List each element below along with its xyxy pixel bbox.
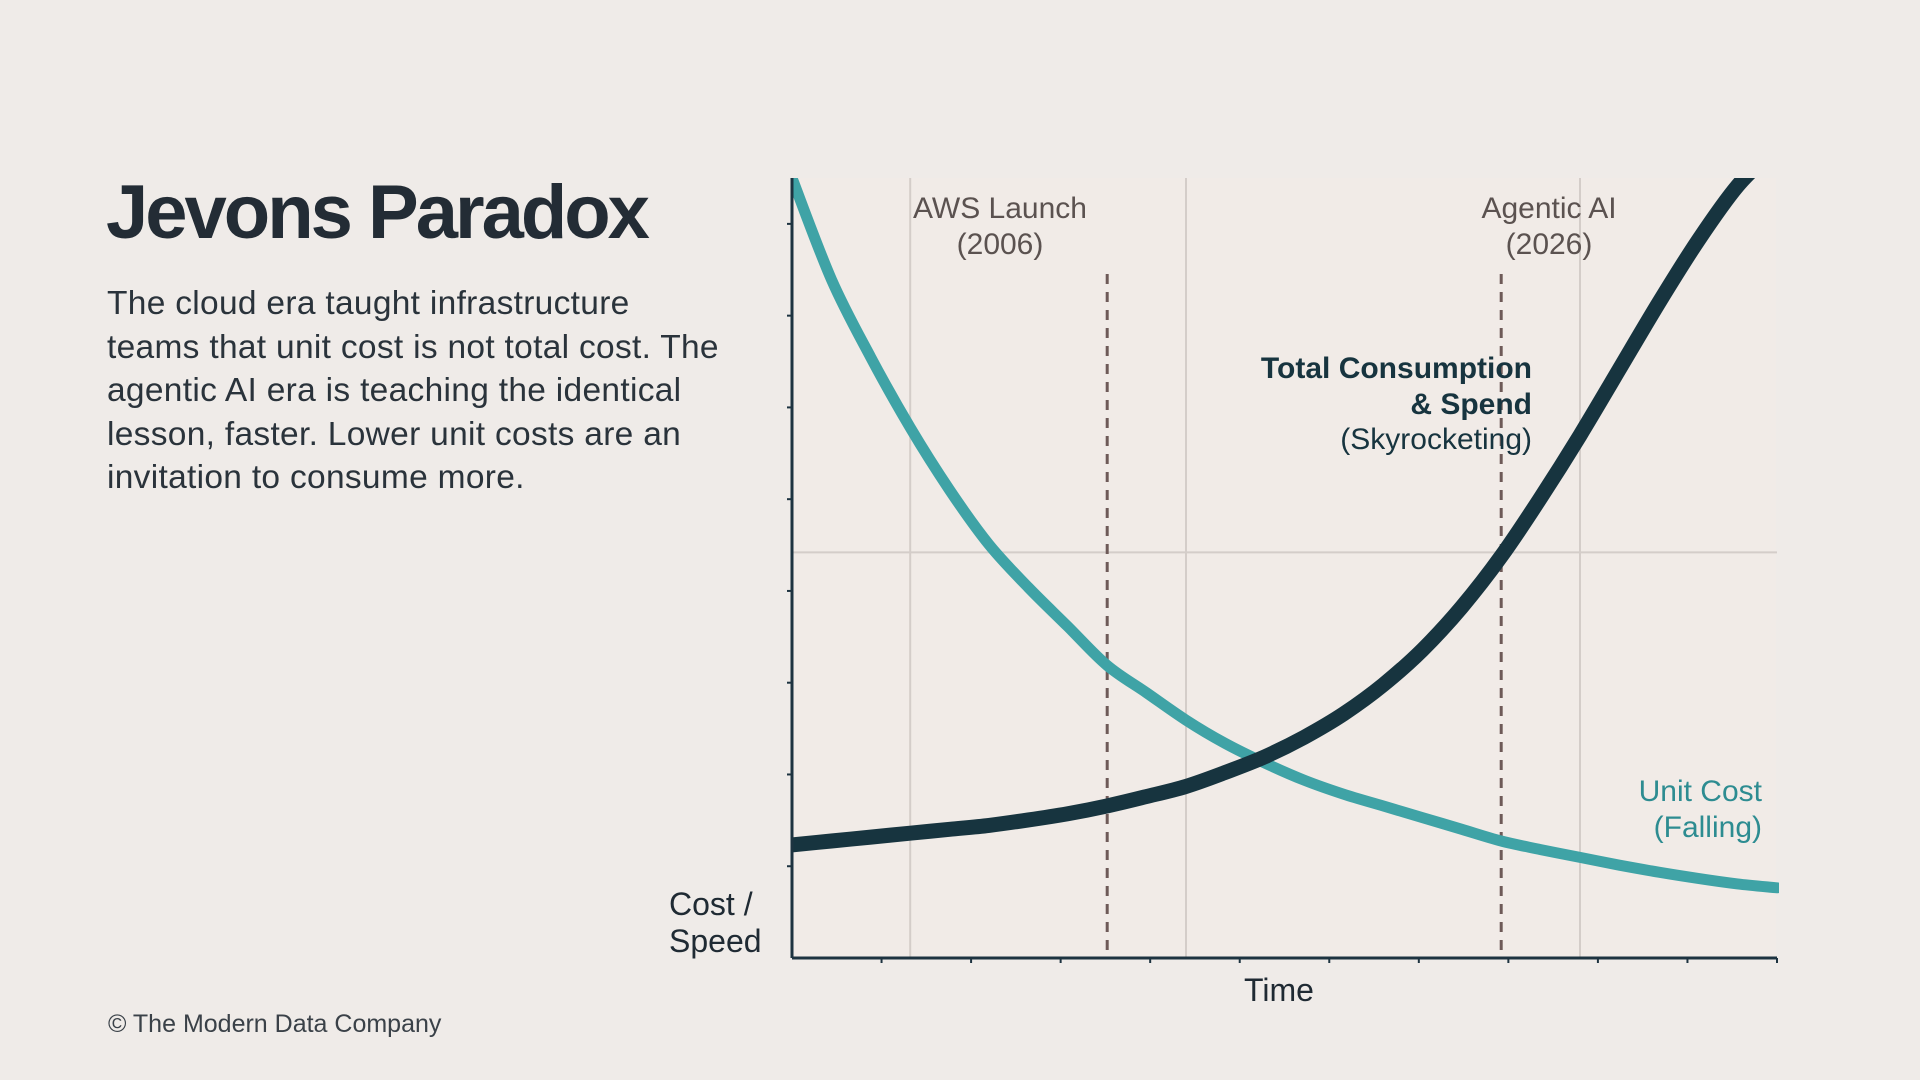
axes [790,178,1777,960]
annotation-label-aws: AWS Launch [913,192,1087,225]
series-layer [792,178,1779,894]
series-note-unit-cost: (Falling) [1654,811,1762,844]
plot-background [792,178,1776,958]
chart-labels: Time Cost / Speed AWS Launch (2006) Agen… [669,192,1763,1008]
annotation-year-agentic: (2026) [1506,228,1593,261]
series-label-unit-cost: Unit Cost [1639,775,1763,808]
series-label-total-consumption: Total Consumption & Spend [1261,352,1532,421]
axis-ticks [787,222,1778,963]
annotation-lines [1105,274,1503,958]
annotation-year-aws: (2006) [957,228,1044,261]
slide-title: Jevons Paradox [106,170,650,255]
slide-description: The cloud era taught infrastructure team… [107,285,719,496]
annotation-label-agentic: Agentic AI [1481,192,1616,225]
series-note-total-consumption: (Skyrocketing) [1340,423,1532,456]
x-axis-label: Time [1244,972,1314,1008]
y-axis-label-line-1: Cost / [669,886,753,922]
series-line-total-consumption [792,178,1756,853]
y-axis-label-line-2: Speed [669,923,762,959]
copyright-footer: © The Modern Data Company [108,1010,442,1038]
